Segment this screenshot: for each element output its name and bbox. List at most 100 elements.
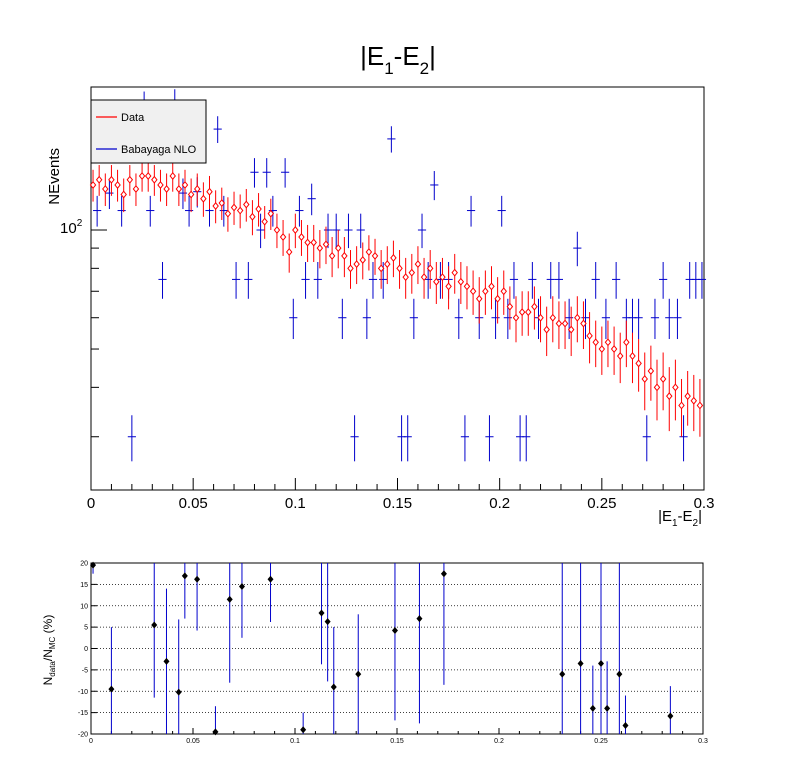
ratio-y-tick-label: -20: [78, 732, 88, 739]
ratio-point: [616, 563, 623, 734]
data-point: [426, 250, 434, 289]
data-point: [95, 165, 103, 196]
data-marker: [549, 313, 557, 322]
ratio-y-tick-label: 10: [80, 603, 88, 610]
data-point: [463, 266, 471, 310]
data-point: [525, 291, 532, 336]
data-point: [531, 286, 538, 330]
data-marker: [494, 294, 501, 303]
ratio-point: [267, 563, 274, 622]
data-point: [402, 257, 409, 299]
data-point: [377, 250, 385, 289]
data-point: [316, 230, 324, 269]
legend: Data Babayaga NLO: [90, 99, 207, 164]
mc-point: [565, 298, 574, 340]
mc-point: [650, 298, 660, 340]
mc-point: [213, 116, 222, 143]
data-point: [365, 235, 373, 271]
ratio-marker: [238, 583, 245, 591]
data-point: [181, 169, 189, 202]
mc-point: [362, 298, 371, 340]
legend-label-data: Data: [121, 112, 145, 124]
data-marker: [512, 313, 520, 322]
data-point: [261, 206, 268, 239]
data-marker: [175, 184, 183, 193]
data-marker: [236, 206, 244, 215]
ratio-point: [667, 686, 674, 734]
data-point: [494, 277, 501, 324]
data-marker: [451, 268, 458, 277]
data-marker: [187, 190, 195, 199]
mc-point: [673, 298, 682, 340]
data-marker: [561, 319, 569, 328]
data-marker: [230, 203, 238, 212]
ratio-x-tick-label: 0.15: [390, 738, 404, 745]
data-marker: [439, 273, 446, 282]
mc-point: [522, 415, 531, 462]
data-marker: [414, 260, 422, 269]
data-point: [433, 262, 440, 304]
data-marker: [194, 184, 201, 193]
ratio-point: [300, 712, 307, 734]
mc-point: [350, 415, 359, 462]
data-marker: [347, 264, 354, 273]
data-marker: [678, 401, 685, 410]
ratio-y-tick-label: 0: [84, 646, 88, 653]
data-point: [506, 286, 514, 330]
data-point: [475, 277, 483, 324]
xlabel-sub1: 1: [672, 518, 678, 529]
chart-title: |E1-E2|: [360, 41, 436, 78]
data-marker: [531, 302, 538, 311]
mc-point: [546, 262, 555, 299]
xlabel-mid: -E: [678, 508, 693, 525]
data-point: [347, 250, 354, 289]
title-main: |E: [360, 41, 384, 71]
ratio-marker: [355, 670, 362, 678]
data-marker: [592, 338, 599, 347]
data-marker: [138, 171, 146, 180]
data-point: [439, 257, 446, 299]
data-point: [322, 226, 330, 265]
data-point: [267, 198, 275, 231]
ratio-y-tick-label: -15: [78, 710, 88, 717]
data-marker: [641, 374, 648, 383]
data-marker: [420, 273, 428, 282]
mc-point: [460, 415, 470, 462]
data-marker: [426, 264, 434, 273]
ratio-marker: [226, 595, 233, 603]
data-point: [163, 173, 170, 207]
mc-point: [528, 262, 537, 299]
ratio-point: [175, 619, 182, 734]
top-x-tick-label: 0.25: [587, 495, 616, 512]
data-point: [678, 378, 685, 437]
data-point: [353, 246, 360, 285]
mc-point: [642, 415, 651, 462]
ratio-points-layer: [90, 561, 674, 736]
ratio-ylabel-sub1: data: [48, 661, 57, 677]
mc-point: [105, 178, 114, 210]
data-marker: [163, 184, 170, 193]
data-marker: [433, 277, 440, 286]
data-marker: [353, 260, 360, 269]
data-point: [561, 301, 569, 350]
data-marker: [310, 238, 317, 247]
data-point: [359, 242, 367, 280]
ratio-point: [108, 627, 115, 734]
data-marker: [396, 264, 403, 273]
data-marker: [475, 294, 483, 303]
mc-point: [231, 262, 241, 299]
data-marker: [144, 171, 152, 180]
data-marker: [390, 253, 397, 262]
data-marker: [567, 325, 575, 334]
data-point: [567, 306, 575, 357]
ratio-marker: [598, 659, 604, 667]
mc-point: [281, 158, 290, 188]
mc-point: [601, 298, 611, 340]
ratio-chart: -20 -15 -10 -5 0 5 10 15 20 0 0.05 0.1 0.15 0.2 0.25 0.…: [41, 561, 708, 746]
ratio-marker: [577, 659, 584, 667]
data-point: [279, 220, 287, 256]
data-marker: [316, 244, 324, 253]
ratio-marker: [589, 704, 596, 712]
top-axis-ticks: 0 0.05 0.1 0.15 0.2 0.25 0.3: [87, 110, 714, 512]
